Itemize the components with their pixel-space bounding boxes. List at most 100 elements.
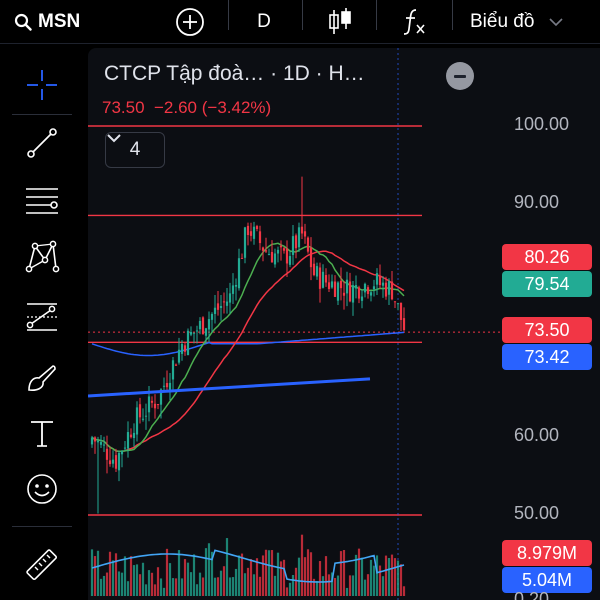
volume-bar bbox=[369, 559, 373, 596]
candle-body bbox=[369, 292, 373, 296]
moving-average-line bbox=[91, 331, 405, 357]
candle-body bbox=[324, 275, 328, 283]
candle-body bbox=[378, 275, 382, 286]
volume-tag: 8.979M bbox=[502, 540, 592, 566]
volume-bar bbox=[336, 575, 340, 596]
price-change-pct: (−3.42%) bbox=[201, 98, 272, 117]
price-chart[interactable] bbox=[88, 48, 600, 600]
candle-body bbox=[135, 407, 139, 435]
candle-body bbox=[117, 452, 121, 471]
candle-body bbox=[360, 296, 364, 301]
candle-body bbox=[384, 282, 388, 297]
text-tool-button[interactable] bbox=[14, 410, 70, 456]
volume-bar bbox=[90, 549, 94, 596]
candle-body bbox=[381, 282, 385, 286]
candle-body bbox=[138, 404, 142, 418]
interval-label: D bbox=[257, 11, 271, 32]
candles-icon bbox=[329, 8, 351, 34]
symbol-search-button[interactable]: MSN bbox=[14, 0, 80, 44]
volume-bar bbox=[138, 574, 142, 596]
candle-body bbox=[282, 248, 286, 251]
candle-body bbox=[297, 227, 301, 248]
candle-body bbox=[165, 383, 169, 388]
volume-bar bbox=[384, 555, 388, 596]
candle-body bbox=[291, 236, 295, 255]
candle-body bbox=[162, 385, 166, 387]
moving-average-line bbox=[91, 250, 405, 452]
volume-bar bbox=[198, 572, 202, 596]
candle-body bbox=[132, 432, 136, 439]
candle-body bbox=[123, 447, 127, 449]
volume-bar bbox=[108, 551, 112, 596]
layout-menu-button[interactable]: Biểu đồ bbox=[470, 0, 588, 44]
compare-add-button[interactable] bbox=[172, 0, 208, 44]
candle-body bbox=[255, 226, 259, 229]
candle-body bbox=[366, 287, 370, 294]
minimize-legend-button[interactable] bbox=[446, 62, 474, 90]
candle-body bbox=[96, 440, 100, 443]
candle-body bbox=[171, 360, 175, 380]
volume-bar bbox=[222, 566, 226, 596]
volume-bar bbox=[252, 574, 256, 596]
emoji-tool-button[interactable] bbox=[14, 466, 70, 512]
candle-body bbox=[180, 343, 184, 354]
candle-body bbox=[252, 226, 256, 239]
volume-bar bbox=[351, 575, 355, 596]
candle-body bbox=[189, 332, 193, 335]
drawn-trend-line bbox=[88, 377, 371, 398]
ruler-tool-button[interactable] bbox=[14, 542, 70, 588]
volume-bar bbox=[270, 550, 274, 596]
forecast-tool-button[interactable] bbox=[14, 294, 70, 340]
indicators-count: 4 bbox=[129, 139, 141, 160]
candle-body bbox=[108, 460, 112, 465]
volume-axis-label: 0.20 bbox=[514, 589, 550, 600]
pattern-tool-button[interactable] bbox=[14, 234, 70, 280]
volume-bar bbox=[264, 549, 268, 596]
volume-bar bbox=[189, 572, 193, 596]
chart-pane[interactable]: CTCP Tập đoà… · 1D · H… 73.50 −2.60 (−3.… bbox=[88, 48, 600, 600]
volume-bar bbox=[354, 554, 358, 596]
candle-body bbox=[192, 332, 196, 334]
legend-title[interactable]: CTCP Tập đoà… · 1D · H… bbox=[104, 62, 365, 85]
indicators-collapse-button[interactable]: 4 bbox=[105, 132, 165, 168]
crosshair-tool-button[interactable] bbox=[14, 62, 70, 108]
volume-bar bbox=[363, 579, 367, 596]
chevron-down-icon bbox=[549, 18, 564, 27]
volume-bar bbox=[219, 570, 223, 596]
volume-bar bbox=[255, 558, 259, 596]
volume-bar bbox=[234, 568, 238, 596]
volume-bar bbox=[177, 550, 181, 596]
volume-bar bbox=[372, 565, 376, 596]
candle-body bbox=[234, 284, 238, 287]
volume-bar bbox=[396, 560, 400, 596]
volume-bar bbox=[276, 552, 280, 596]
volume-bar bbox=[153, 584, 157, 596]
volume-bar bbox=[117, 571, 121, 596]
volume-ma-tag: 5.04M bbox=[502, 567, 592, 593]
volume-bar bbox=[387, 557, 391, 596]
fib-retracement-icon bbox=[26, 188, 58, 214]
volume-bar bbox=[399, 564, 403, 596]
volume-bar bbox=[216, 577, 220, 596]
candle-body bbox=[300, 226, 304, 234]
volume-bar bbox=[147, 570, 151, 596]
volume-bar bbox=[201, 577, 205, 596]
candle-body bbox=[105, 448, 109, 460]
interval-button[interactable]: D bbox=[246, 0, 282, 44]
candle-body bbox=[330, 281, 334, 288]
volume-bar bbox=[237, 555, 241, 596]
volume-bar bbox=[102, 575, 106, 596]
volume-bar bbox=[345, 587, 349, 596]
candle-body bbox=[327, 282, 331, 289]
brush-tool-button[interactable] bbox=[14, 354, 70, 400]
fib-tool-button[interactable] bbox=[14, 178, 70, 224]
volume-bar bbox=[285, 587, 289, 596]
volume-bar bbox=[192, 554, 196, 596]
candle-body bbox=[240, 257, 244, 259]
chart-style-button[interactable] bbox=[322, 0, 358, 44]
legend-ohlc: 73.50 −2.60 (−3.42%) bbox=[102, 98, 271, 118]
chevron-down-icon bbox=[107, 134, 121, 143]
trend-line-tool-button[interactable] bbox=[14, 120, 70, 166]
candle-body bbox=[336, 282, 340, 301]
indicators-button[interactable] bbox=[396, 0, 432, 44]
